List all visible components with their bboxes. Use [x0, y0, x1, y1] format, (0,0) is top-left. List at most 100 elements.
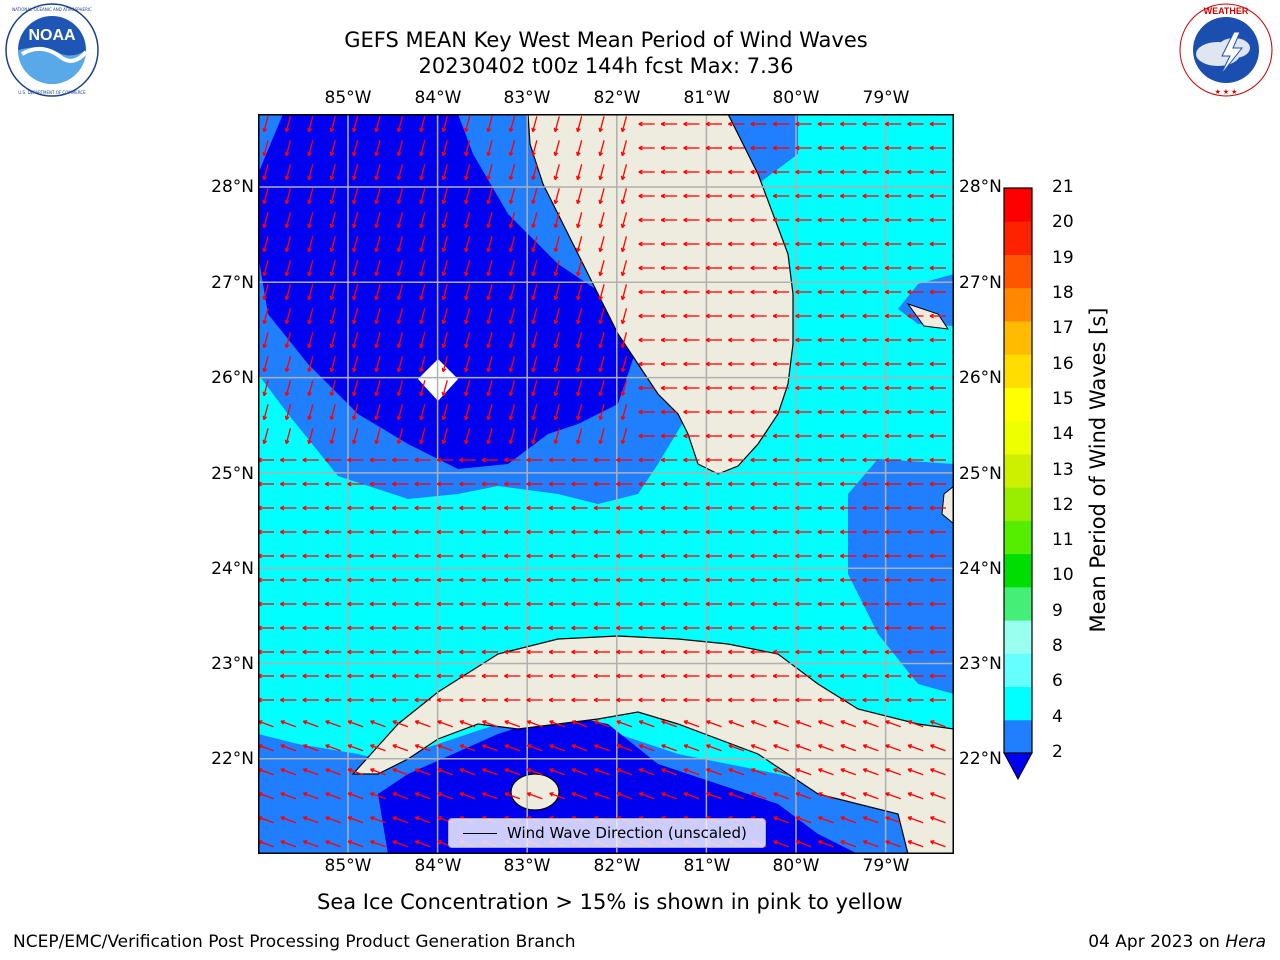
wave-direction-arrow [929, 481, 946, 487]
wave-direction-arrow [772, 265, 790, 271]
wave-direction-arrow [638, 217, 655, 223]
wave-direction-arrow [683, 505, 700, 511]
wave-direction-arrow [548, 697, 566, 703]
wave-direction-arrow [817, 265, 834, 271]
wave-direction-arrow [728, 625, 745, 631]
wave-direction-arrow [396, 428, 404, 445]
wave-direction-arrow [705, 121, 722, 127]
wave-direction-arrow [262, 428, 269, 445]
wave-direction-arrow [638, 169, 655, 175]
wave-direction-arrow [598, 284, 605, 301]
wave-direction-arrow [705, 457, 722, 463]
wave-direction-arrow [660, 361, 678, 367]
wave-direction-arrow [526, 481, 543, 487]
wave-direction-arrow [884, 553, 902, 559]
wave-direction-arrow [616, 697, 633, 703]
wave-direction-arrow [352, 404, 359, 421]
colorbar-tick-label: 16 [1052, 353, 1074, 374]
wave-direction-arrow [508, 164, 516, 181]
wave-direction-arrow [459, 625, 476, 631]
wave-direction-arrow [817, 145, 834, 151]
wave-direction-arrow [683, 241, 700, 247]
wave-direction-arrow [773, 840, 789, 848]
wave-direction-arrow [419, 356, 426, 373]
wave-direction-arrow [352, 380, 359, 397]
wave-direction-arrow [325, 840, 341, 848]
wave-direction-arrow [884, 529, 902, 535]
wave-direction-arrow [352, 260, 359, 277]
wave-direction-arrow [526, 744, 543, 752]
wave-direction-arrow [817, 649, 834, 655]
wave-direction-arrow [464, 380, 471, 397]
wave-direction-arrow [660, 289, 678, 295]
wave-direction-arrow [325, 816, 341, 824]
lat-label-left-25n: 25°N [211, 464, 254, 484]
wave-direction-arrow [441, 116, 448, 133]
wave-direction-arrow [598, 332, 605, 349]
wave-direction-arrow [840, 457, 857, 463]
wave-direction-arrow [571, 457, 588, 463]
wave-direction-arrow [576, 380, 583, 397]
wave-direction-arrow [280, 697, 297, 703]
wave-direction-arrow [862, 433, 879, 439]
wave-direction-arrow [262, 308, 269, 325]
wave-direction-arrow [773, 768, 789, 776]
wave-direction-arrow [594, 720, 610, 728]
wave-direction-arrow [818, 840, 834, 848]
wave-direction-arrow [392, 505, 409, 511]
wave-direction-arrow [464, 332, 471, 349]
wave-direction-arrow [705, 505, 722, 511]
wave-direction-arrow [840, 577, 857, 583]
wave-direction-arrow [414, 673, 431, 679]
wave-direction-arrow [302, 720, 319, 728]
wave-direction-arrow [396, 308, 404, 325]
wave-direction-arrow [598, 380, 605, 397]
wave-direction-arrow [486, 428, 493, 445]
wave-direction-arrow [464, 236, 471, 253]
wave-direction-arrow [862, 840, 879, 848]
wave-direction-arrow [705, 361, 722, 367]
wave-direction-arrow [329, 332, 336, 349]
wave-direction-arrow [464, 308, 471, 325]
wave-direction-arrow [772, 337, 790, 343]
wave-direction-arrow [302, 768, 319, 776]
wave-direction-arrow [414, 768, 431, 776]
wave-direction-arrow [728, 361, 745, 367]
wave-direction-arrow [772, 553, 790, 559]
wave-direction-arrow [280, 601, 297, 607]
wave-direction-arrow [392, 792, 409, 800]
wave-direction-arrow [526, 529, 543, 535]
wave-direction-arrow [728, 313, 745, 319]
wave-direction-arrow [817, 217, 834, 223]
wave-direction-arrow [750, 768, 767, 776]
wave-direction-arrow [531, 428, 538, 445]
wave-direction-arrow [531, 356, 538, 373]
wave-direction-arrow [683, 768, 700, 776]
wave-direction-arrow [392, 553, 409, 559]
wave-direction-arrow [324, 457, 342, 463]
wave-direction-arrow [683, 337, 700, 343]
wave-direction-arrow [683, 433, 700, 439]
wave-direction-arrow [347, 697, 364, 703]
wave-direction-arrow [459, 601, 476, 607]
wave-direction-arrow [660, 457, 678, 463]
wave-direction-arrow [750, 241, 767, 247]
wave-direction-arrow [929, 337, 946, 343]
wave-direction-arrow [840, 768, 857, 776]
wave-direction-arrow [840, 649, 857, 655]
wave-direction-arrow [795, 792, 812, 800]
wave-direction-arrow [930, 768, 946, 776]
wave-direction-arrow [307, 356, 314, 373]
colorbar-tick-label: 13 [1052, 459, 1074, 480]
wave-direction-arrow [441, 308, 448, 325]
wave-direction-arrow [884, 649, 902, 655]
wave-direction-arrow [705, 241, 722, 247]
wave-direction-arrow [576, 140, 583, 157]
wave-direction-arrow [284, 380, 292, 397]
wave-direction-arrow [683, 792, 700, 800]
wave-direction-arrow [907, 313, 924, 319]
wave-direction-arrow [369, 457, 386, 463]
wave-direction-arrow [772, 409, 790, 415]
wave-direction-arrow [638, 337, 655, 343]
wave-direction-arrow [486, 356, 493, 373]
